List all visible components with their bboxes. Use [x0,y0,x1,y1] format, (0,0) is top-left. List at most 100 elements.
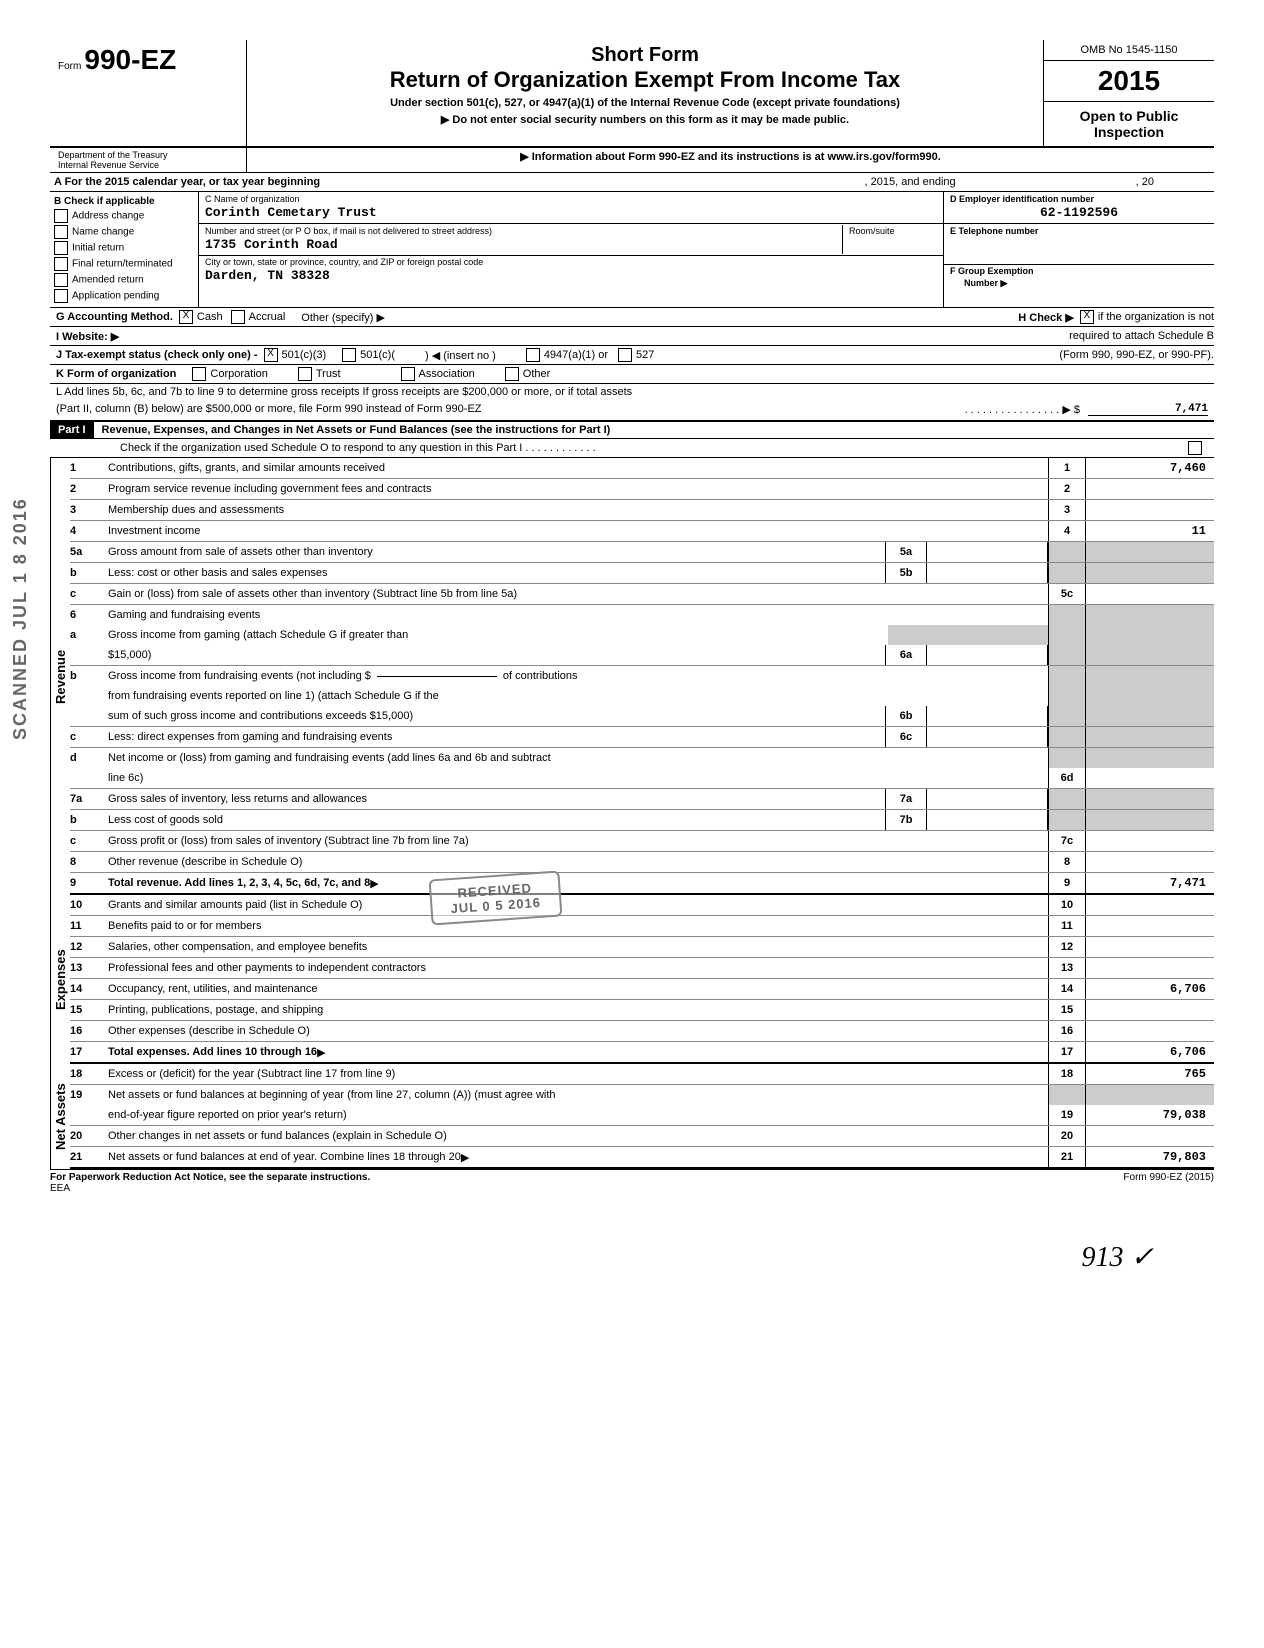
v3 [1085,500,1214,520]
n15: 15 [70,1000,108,1020]
n6b2 [70,686,108,706]
info-block: B Check if applicable Address change Nam… [50,192,1214,308]
checkbox-assoc[interactable] [401,367,415,381]
n10: 10 [70,895,108,915]
d5a: Gross amount from sale of assets other t… [108,542,885,562]
line-k: K Form of organization Corporation Trust… [50,365,1214,384]
website-label: I Website: ▶ [50,330,125,343]
city-label: City or town, state or province, country… [199,256,943,268]
d13: Professional fees and other payments to … [108,958,1048,978]
b7b: 7b [885,810,927,830]
checkbox-4947[interactable] [526,348,540,362]
v5c [1085,584,1214,604]
revenue-side-label: Revenue [50,458,70,895]
v2 [1085,479,1214,499]
checkbox-final[interactable] [54,257,68,271]
opt-trust: Trust [316,368,341,380]
h-text2: required to attach Schedule B [1069,330,1214,342]
checkbox-pending[interactable] [54,289,68,303]
n8: 8 [70,852,108,872]
checkbox-accrual[interactable] [231,310,245,324]
n1: 1 [70,458,108,478]
checkbox-527[interactable] [618,348,632,362]
i6c [1048,727,1085,747]
checkbox-initial[interactable] [54,241,68,255]
checkbox-501c[interactable] [342,348,356,362]
other-method-label: Other (specify) ▶ [301,311,385,324]
i19s [1048,1085,1085,1105]
cb-address-label: Address change [72,211,144,222]
n13: 13 [70,958,108,978]
b6a: 6a [885,645,927,665]
d19b: end-of-year figure reported on prior yea… [108,1105,1048,1125]
v6b3 [1085,706,1214,726]
opt-501c-insert: ) ◀ (insert no ) [425,349,496,362]
d17: Total expenses. Add lines 10 through 16 [108,1046,317,1058]
city-value: Darden, TN 38328 [199,268,943,285]
i4: 4 [1048,521,1085,541]
d14: Occupancy, rent, utilities, and maintena… [108,979,1048,999]
cb-initial-label: Initial return [72,243,124,254]
mv5a [927,542,1048,562]
i14: 14 [1048,979,1085,999]
expenses-section: Expenses 10Grants and similar amounts pa… [50,895,1214,1064]
i6b2 [1048,686,1085,706]
d6b4: sum of such gross income and contributio… [108,706,885,726]
org-name: Corinth Cemetary Trust [199,205,943,222]
v19: 79,038 [1085,1105,1214,1125]
checkbox-address[interactable] [54,209,68,223]
d6a: Gross income from gaming (attach Schedul… [108,625,888,645]
accounting-label: G Accounting Method. [50,311,179,323]
i20: 20 [1048,1126,1085,1146]
h-label: H Check ▶ [1018,311,1074,324]
i8: 8 [1048,852,1085,872]
i17: 17 [1048,1042,1085,1062]
i9: 9 [1048,873,1085,893]
checkbox-schedule-o[interactable] [1188,441,1202,455]
part-i-check-text: Check if the organization used Schedule … [120,442,596,454]
form-of-org-label: K Form of organization [50,368,182,380]
line-l-arrow: . . . . . . . . . . . . . . . . ▶ $ [482,403,1088,416]
v6a2 [1085,645,1214,665]
checkbox-amended[interactable] [54,273,68,287]
checkbox-trust[interactable] [298,367,312,381]
omb-number: OMB No 1545-1150 [1044,40,1214,61]
checkbox-cash[interactable]: X [179,310,193,324]
sig-num: 913 [1082,1242,1124,1273]
checkbox-501c3[interactable]: X [264,348,278,362]
i12: 12 [1048,937,1085,957]
n3: 3 [70,500,108,520]
cb-pending-label: Application pending [72,291,159,302]
opt-501c: 501(c)( [360,349,395,361]
v1: 7,460 [1085,458,1214,478]
footer-left: For Paperwork Reduction Act Notice, see … [50,1172,370,1183]
checkbox-corp[interactable] [192,367,206,381]
v5a [1085,542,1214,562]
h-text1: if the organization is not [1098,311,1214,323]
d6b3: from fundraising events reported on line… [108,686,1048,706]
d21: Net assets or fund balances at end of ye… [108,1151,461,1163]
public-line2: Inspection [1094,124,1164,140]
room-label: Room/suite [843,225,943,237]
v5b [1085,563,1214,583]
v6b1 [1085,666,1214,686]
i7b [1048,810,1085,830]
checkbox-schedule-b[interactable]: X [1080,310,1094,324]
v15 [1085,1000,1214,1020]
open-to-public: Open to Public Inspection [1044,102,1214,146]
checkbox-name[interactable] [54,225,68,239]
i7c: 7c [1048,831,1085,851]
d20: Other changes in net assets or fund bala… [108,1126,1048,1146]
title-main: Return of Organization Exempt From Incom… [259,67,1031,93]
n16: 16 [70,1021,108,1041]
n6b: b [70,666,108,686]
signature: 913 ✓ [1082,1240,1154,1274]
i6d1 [1048,748,1085,768]
received-stamp: RECEIVED JUL 0 5 2016 [429,871,562,926]
checkbox-other-org[interactable] [505,367,519,381]
n9: 9 [70,873,108,893]
i13: 13 [1048,958,1085,978]
street-label: Number and street (or P O box, if mail i… [199,225,842,237]
n6: 6 [70,605,108,625]
footer: For Paperwork Reduction Act Notice, see … [50,1169,1214,1194]
